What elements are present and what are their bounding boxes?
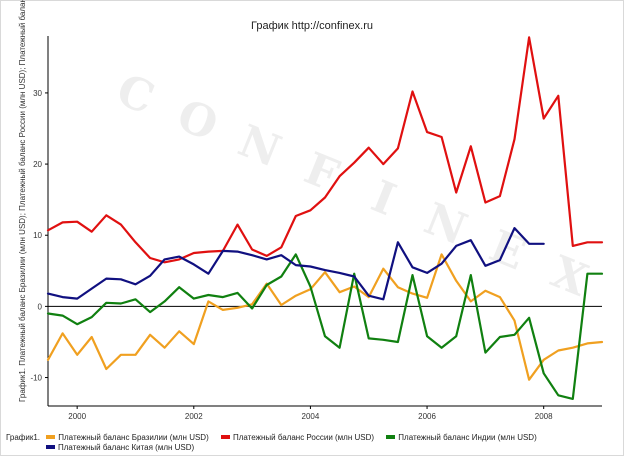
legend-swatch-russia <box>220 435 230 440</box>
series-china-line <box>46 227 545 301</box>
tick-labels: -10 0 10 20 30 2000 2002 2004 2006 2008 <box>30 89 553 421</box>
x-tick-label: 2002 <box>185 412 203 421</box>
legend-label-india: Платежный баланс Индии (млн USD) <box>398 433 537 442</box>
legend: График1. Платежный баланс Бразилии (млн … <box>6 433 618 453</box>
series-india-line <box>46 253 604 400</box>
y-tick-label: 0 <box>38 302 43 311</box>
chart-title: График http://confinex.ru <box>251 20 373 32</box>
watermark-letter: I <box>364 171 402 226</box>
legend-swatch-brazil <box>46 435 56 440</box>
watermark-letter: N <box>231 115 287 177</box>
legend-row-2: Платежный баланс Китая (млн USD) <box>6 443 618 453</box>
x-tick-label: 2004 <box>302 412 320 421</box>
legend-row-1: График1. Платежный баланс Бразилии (млн … <box>6 433 618 443</box>
legend-swatch-india <box>386 435 396 440</box>
axes <box>45 36 602 409</box>
series-russia-line <box>46 36 604 264</box>
y-tick-label: 20 <box>33 160 42 169</box>
watermark-letter: C <box>110 64 162 124</box>
legend-label-brazil: Платежный баланс Бразилии (млн USD) <box>58 433 209 442</box>
y-tick-label: 10 <box>33 231 42 240</box>
watermark-letter: E <box>482 221 532 281</box>
legend-prefix: График1. <box>6 433 41 442</box>
x-tick-label: 2006 <box>418 412 436 421</box>
watermark-letter: N <box>417 193 473 255</box>
series-lines <box>46 36 604 400</box>
watermark-letter: F <box>297 143 345 202</box>
legend-label-russia: Платежный баланс России (млн USD) <box>232 433 375 442</box>
y-tick-label: 30 <box>33 89 42 98</box>
legend-label-china: Платежный баланс Китая (млн USD) <box>58 443 195 452</box>
y-tick-label: -10 <box>30 374 42 383</box>
legend-entry-brazil: Платежный баланс Бразилии (млн USD) <box>42 433 211 442</box>
x-tick-label: 2008 <box>535 412 553 421</box>
legend-entry-russia: Платежный баланс России (млн USD) <box>217 433 376 442</box>
series-brazil-line <box>46 253 604 381</box>
x-tick-label: 2000 <box>68 412 86 421</box>
legend-entry-china: Платежный баланс Китая (млн USD) <box>42 443 194 452</box>
legend-swatch-china <box>46 445 55 450</box>
watermark-letter: O <box>170 90 225 152</box>
legend-entry-india: Платежный баланс Индии (млн USD) <box>382 433 537 442</box>
